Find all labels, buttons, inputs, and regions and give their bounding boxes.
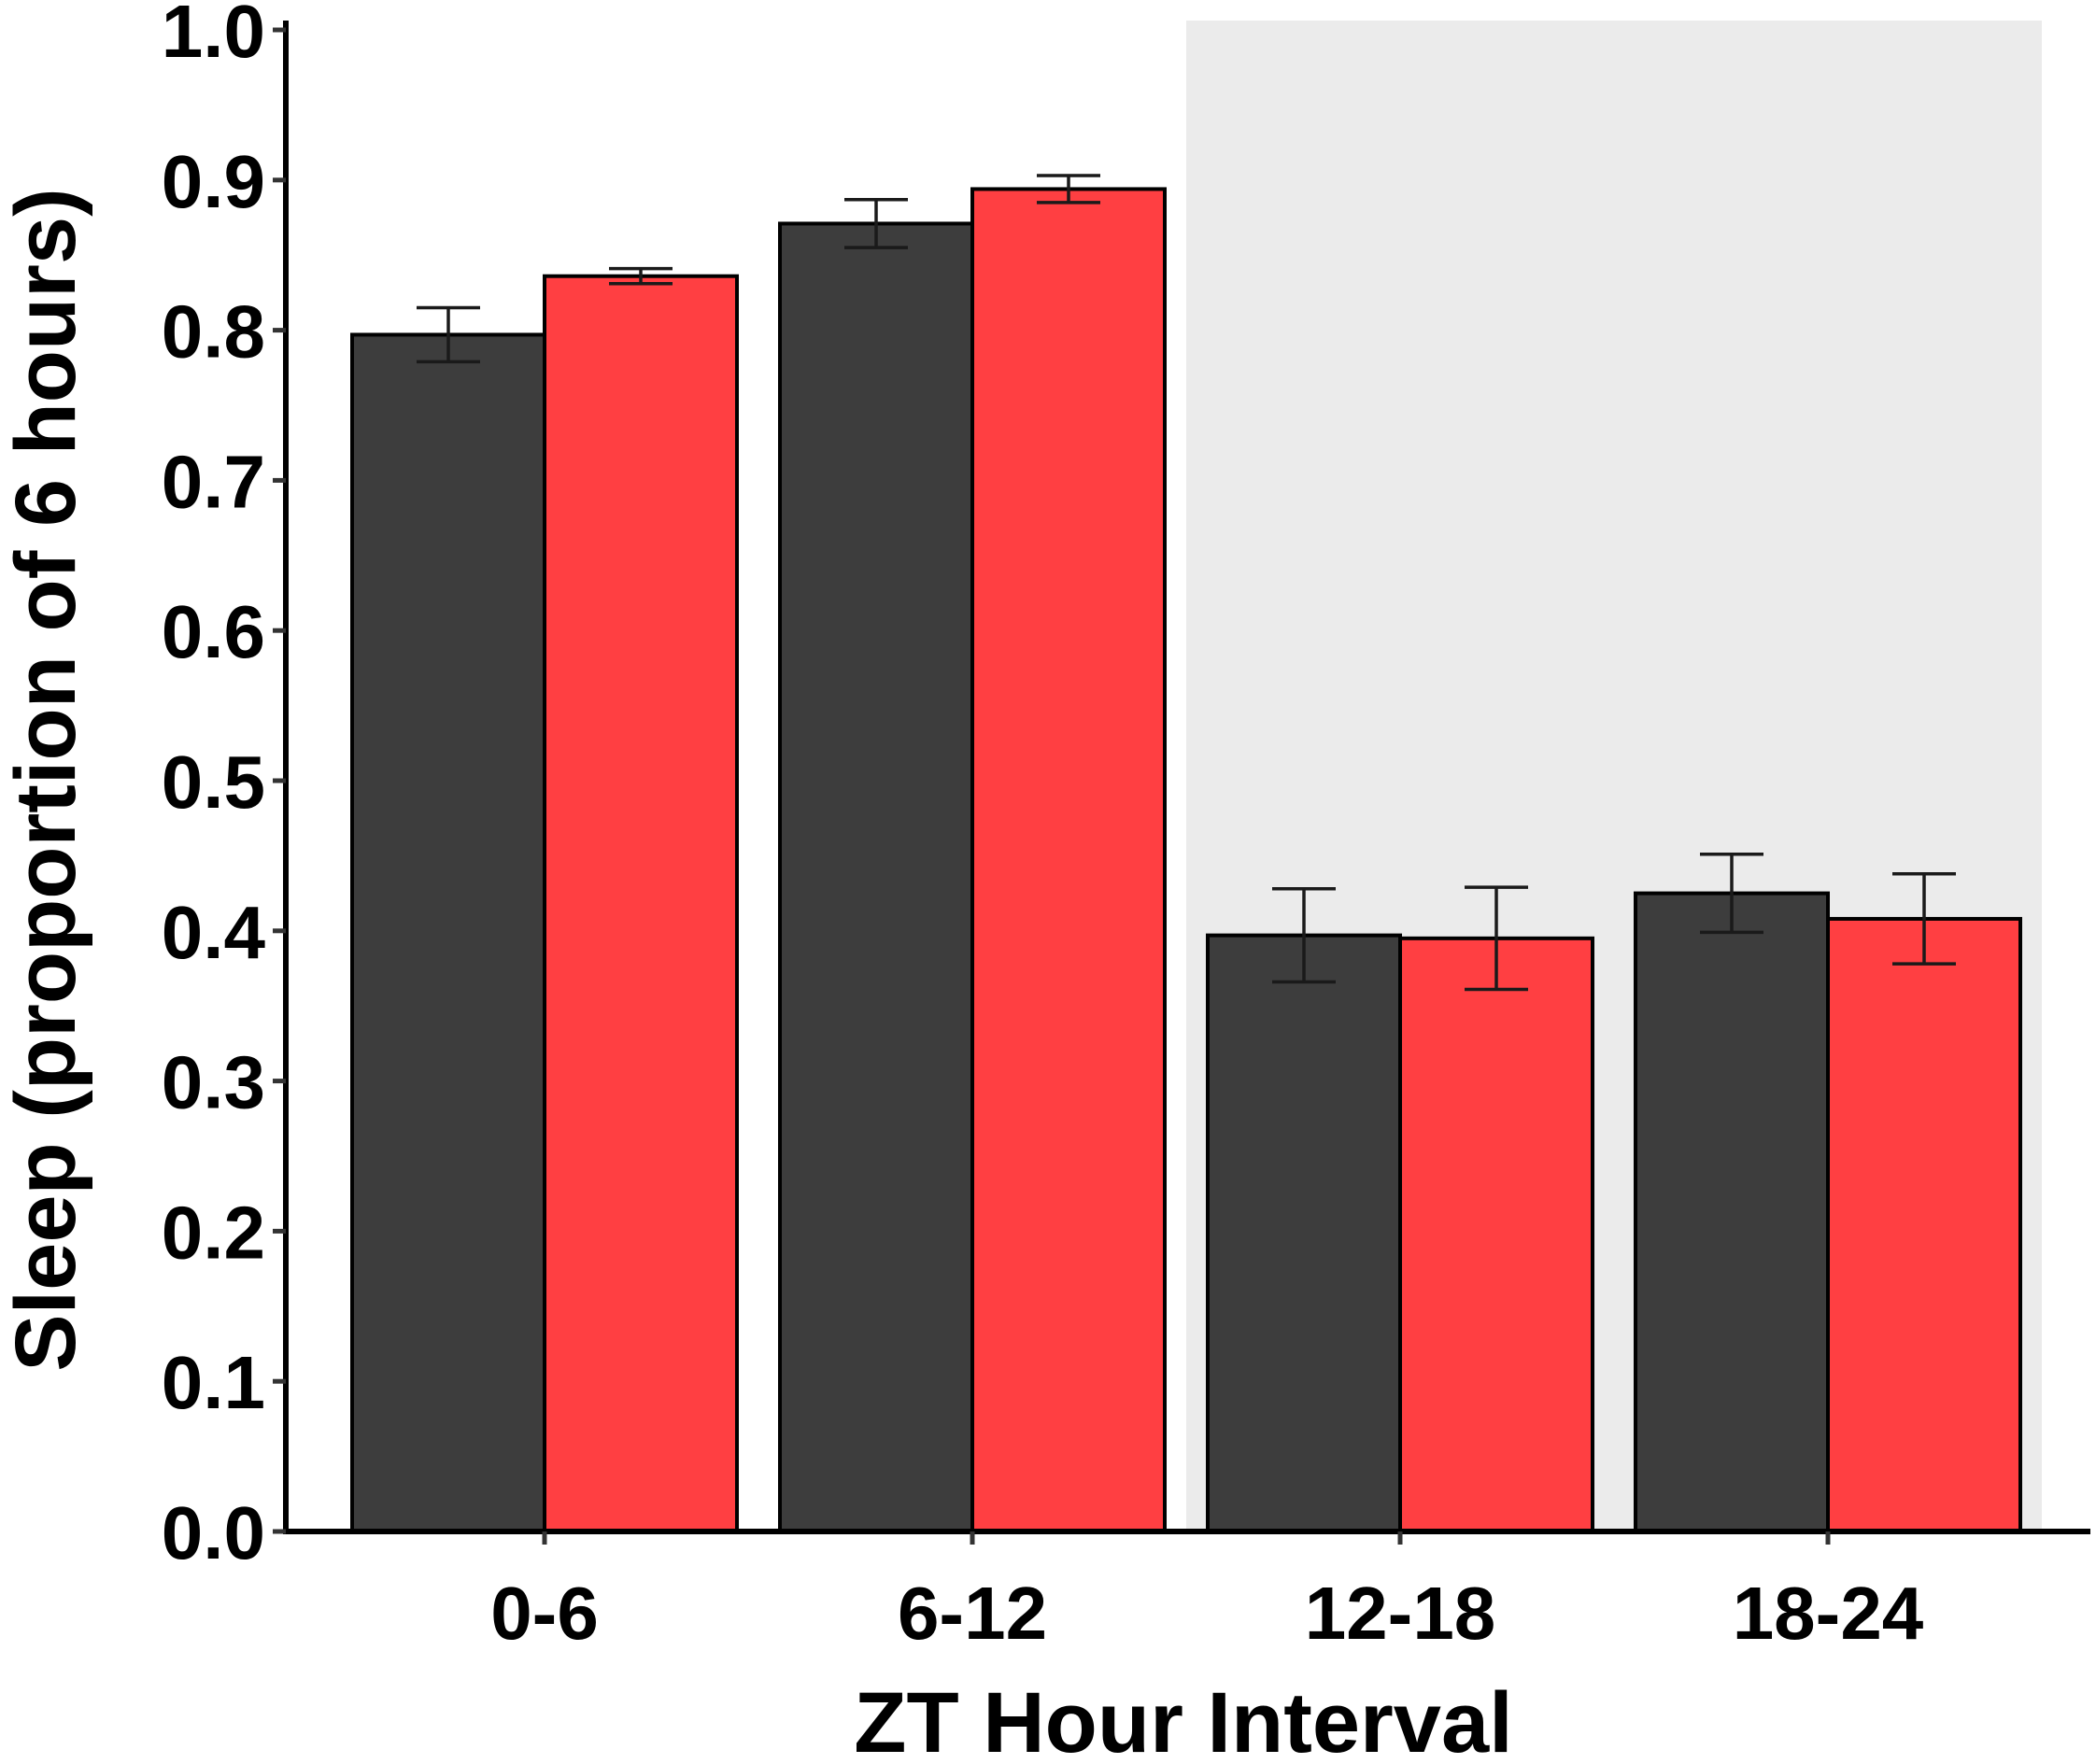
x-tick-label: 12-18 (1305, 1572, 1496, 1655)
y-tick-label: 0.6 (162, 590, 265, 673)
y-tick-label: 0.3 (162, 1041, 265, 1124)
error-bar-series1-18-24 (1700, 853, 1763, 935)
y-tick-label: 1.0 (162, 0, 265, 73)
bar-series1-0-6 (350, 332, 546, 1534)
axes-layer: 0.0 0.1 0.2 0.3 0.4 0.5 0.6 0.7 0.8 0.9 1.0 0-6 6-12… (162, 0, 2090, 1655)
bar-series1-12-18 (1206, 933, 1402, 1533)
bars-layer (350, 187, 2022, 1534)
x-axis-title: ZT Hour Interval (854, 1675, 1512, 1764)
y-tick-label: 0.0 (162, 1491, 265, 1574)
x-tick-label: 0-6 (490, 1572, 599, 1655)
error-bars-layer (417, 174, 1956, 992)
y-axis-title: Sleep (proportion of 6 hours) (0, 188, 93, 1372)
y-tick-label: 0.7 (162, 440, 265, 523)
y-tick-label: 0.4 (162, 891, 266, 974)
error-bar-series2-12-18 (1465, 885, 1528, 992)
y-tick-label: 0.1 (162, 1341, 265, 1424)
error-bar-series2-6-12 (1037, 174, 1100, 205)
error-bar-series2-0-6 (609, 266, 673, 286)
error-bar-series2-18-24 (1892, 871, 1956, 966)
y-tick-label: 0.8 (162, 290, 265, 374)
error-bar-series1-0-6 (417, 305, 480, 364)
bar-series2-6-12 (970, 187, 1167, 1533)
bar-series2-12-18 (1398, 936, 1594, 1533)
y-tick-label: 0.9 (162, 140, 265, 223)
bar-series1-6-12 (778, 221, 974, 1533)
y-tick-label: 0.2 (162, 1191, 265, 1274)
error-bar-series1-12-18 (1272, 887, 1336, 984)
error-bar-series1-6-12 (844, 197, 908, 249)
bar-series2-0-6 (543, 274, 739, 1533)
bar-series1-18-24 (1634, 891, 1830, 1533)
x-tick-label: 18-24 (1733, 1572, 1924, 1655)
y-tick-label: 0.5 (162, 741, 265, 824)
x-tick-label: 6-12 (898, 1572, 1047, 1655)
bar-series2-18-24 (1826, 916, 2022, 1533)
